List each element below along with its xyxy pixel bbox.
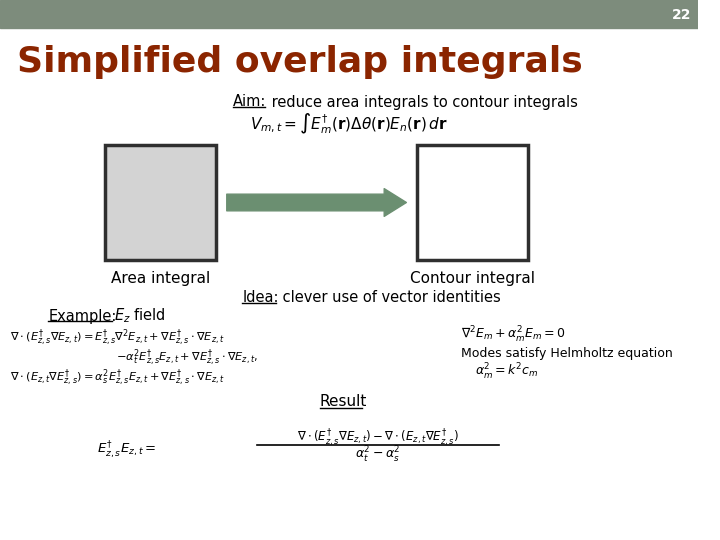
Text: $\nabla \cdot (E^{\dagger}_{z,s}\nabla E_{z,t}) = E^{\dagger}_{z,s}\nabla^2 E_{z: $\nabla \cdot (E^{\dagger}_{z,s}\nabla E… [9, 328, 225, 348]
Text: $\alpha_t^2 - \alpha_s^2$: $\alpha_t^2 - \alpha_s^2$ [356, 445, 401, 465]
Bar [0, 0, 698, 28]
FancyBboxPatch shape [417, 145, 528, 260]
Text: Result: Result [320, 395, 367, 409]
Text: Idea:: Idea: [243, 291, 279, 306]
FancyArrowPatch shape [227, 188, 406, 217]
Text: $\alpha_m^2 = k^2 c_m$: $\alpha_m^2 = k^2 c_m$ [475, 362, 539, 382]
Text: $E_z$ field: $E_z$ field [114, 307, 166, 325]
Text: Simplified overlap integrals: Simplified overlap integrals [17, 45, 583, 79]
FancyBboxPatch shape [104, 145, 216, 260]
Text: Contour integral: Contour integral [410, 271, 535, 286]
Text: $\nabla \cdot (E^{\dagger}_{z,s}\nabla E_{z,t}) - \nabla \cdot (E_{z,t}\nabla E^: $\nabla \cdot (E^{\dagger}_{z,s}\nabla E… [297, 427, 459, 449]
Text: $E^{\dagger}_{z,s} E_{z,t} = $: $E^{\dagger}_{z,s} E_{z,t} = $ [97, 440, 156, 461]
Text: Example:: Example: [48, 308, 117, 323]
Text: Area integral: Area integral [111, 271, 210, 286]
Text: $- \alpha_t^2 E^{\dagger}_{z,s} E_{z,t} + \nabla E^{\dagger}_{z,s} \cdot \nabla : $- \alpha_t^2 E^{\dagger}_{z,s} E_{z,t} … [117, 348, 258, 368]
Text: $V_{m,t} = \int E^{\dagger}_{m}(\mathbf{r})\Delta\theta(\mathbf{r})E_{n}(\mathbf: $V_{m,t} = \int E^{\dagger}_{m}(\mathbf{… [250, 112, 448, 136]
Text: $\nabla^2 E_m + \alpha_m^2 E_m = 0$: $\nabla^2 E_m + \alpha_m^2 E_m = 0$ [461, 325, 565, 345]
Text: Aim:: Aim: [233, 94, 266, 110]
Text: clever use of vector identities: clever use of vector identities [279, 291, 501, 306]
Text: $\nabla \cdot (E_{z,t}\nabla E^{\dagger}_{z,s}) = \alpha_s^2 E^{\dagger}_{z,s} E: $\nabla \cdot (E_{z,t}\nabla E^{\dagger}… [9, 368, 225, 388]
Text: 22: 22 [672, 8, 691, 22]
Text: reduce area integrals to contour integrals: reduce area integrals to contour integra… [266, 94, 577, 110]
Text: Modes satisfy Helmholtz equation: Modes satisfy Helmholtz equation [461, 348, 672, 361]
